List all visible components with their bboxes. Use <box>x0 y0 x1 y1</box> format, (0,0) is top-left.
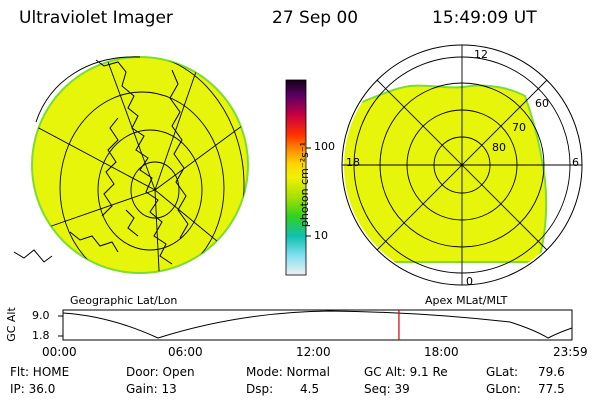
altitude-axis-label: GC Alt <box>4 307 18 342</box>
altitude-tick-1-8: 1.8 <box>32 329 50 342</box>
seq-value: Seq: 39 <box>364 382 410 396</box>
gain-value: Gain: 13 <box>126 382 177 396</box>
door-status: Door: Open <box>126 365 195 379</box>
color-bar-gradient <box>285 79 307 276</box>
apex-caption: Apex MLat/MLT <box>425 294 508 307</box>
lat-label-60: 60 <box>535 97 549 110</box>
color-bar <box>285 79 311 276</box>
polar-grid <box>342 45 582 285</box>
time-tick-1200: 12:00 <box>296 345 331 359</box>
geographic-caption: Geographic Lat/Lon <box>70 294 178 307</box>
coastlines <box>13 59 189 265</box>
lat-label-80: 80 <box>492 141 506 154</box>
mlt-label-18: 18 <box>346 156 360 169</box>
ip-value: IP: 36.0 <box>10 382 56 396</box>
time-tick-0000: 00:00 <box>42 345 77 359</box>
time-tick-1800: 18:00 <box>424 345 459 359</box>
dsp-label: Dsp: <box>246 382 274 396</box>
glon-label: GLon: <box>486 382 521 396</box>
mode-value: Mode: Normal <box>246 365 330 379</box>
mlt-label-6: 6 <box>572 156 579 169</box>
date-label: 27 Sep 00 <box>272 8 359 28</box>
altitude-plot <box>58 309 573 341</box>
altitude-curve <box>62 310 573 339</box>
mlt-label-12: 12 <box>474 48 488 61</box>
time-tick-2359: 23:59 <box>553 345 588 359</box>
gc-alt-value: GC Alt: 9.1 Re <box>364 365 448 379</box>
instrument-title: Ultraviolet Imager <box>19 8 173 28</box>
polar-map <box>341 44 583 286</box>
glat-label: GLat: <box>486 365 519 379</box>
polar-image-region <box>344 84 548 263</box>
time-label: 15:49:09 UT <box>432 8 537 28</box>
flight-status: Flt: HOME <box>10 365 70 379</box>
dsp-value: 4.5 <box>300 382 320 396</box>
limb-arc <box>35 56 141 123</box>
glon-value: 77.5 <box>538 382 565 396</box>
geographic-image-disk <box>31 56 249 274</box>
geographic-map <box>13 56 249 274</box>
color-bar-label-10: 10 <box>314 229 328 242</box>
color-bar-unit-label: photon cm⁻²s⁻¹ <box>298 141 312 228</box>
time-tick-0600: 06:00 <box>168 345 203 359</box>
altitude-tick-9: 9.0 <box>32 309 50 322</box>
altitude-plot-frame <box>62 309 573 341</box>
geographic-grid <box>32 57 248 273</box>
lat-label-70: 70 <box>512 121 526 134</box>
color-bar-label-100: 100 <box>314 140 335 153</box>
mlt-label-0: 0 <box>466 275 473 288</box>
glat-value: 79.6 <box>538 365 565 379</box>
